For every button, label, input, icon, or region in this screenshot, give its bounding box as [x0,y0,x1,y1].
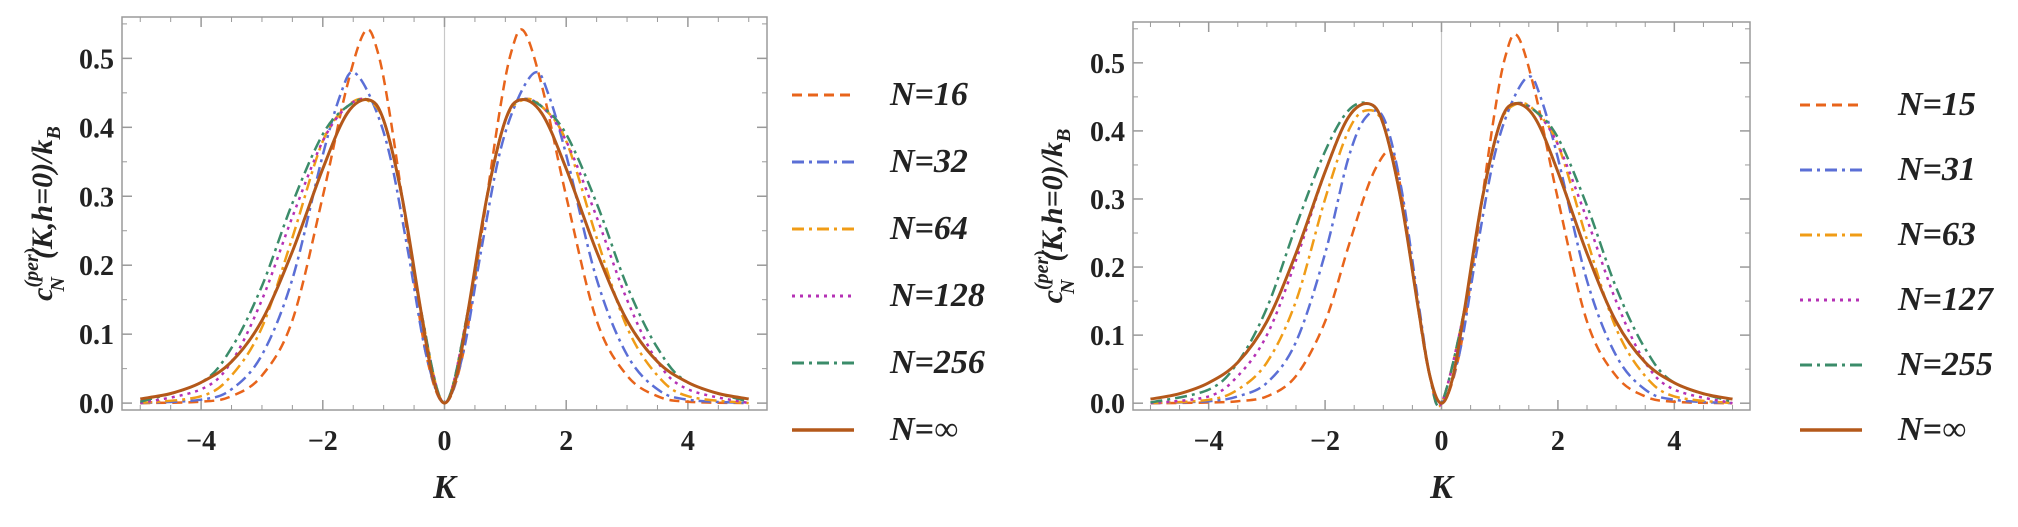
legend-label: N=63 [1897,216,1976,253]
y-label-base: c [26,288,59,301]
x-tick-label: −4 [1194,426,1224,457]
legend-label: N=15 [1897,86,1976,123]
x-axis-label: K [1429,469,1455,506]
legend-label: N=64 [889,210,968,247]
legend-label: N=32 [889,143,968,180]
series-line-4 [140,97,749,405]
series-line-6 [140,98,749,405]
legend-label: N=128 [889,277,985,314]
x-tick-label: 4 [681,426,695,457]
legend-label: N=255 [1897,346,1993,383]
x-axis-label: K [432,469,458,506]
x-tick-label: −2 [1310,426,1340,457]
y-label-rest: (K,h=0)/k [1036,142,1069,262]
chart-panel-1: −4 −2 0 2 4 0.0 0.1 0.2 0.3 0.4 0.5 Kc(per) N (K,h=0)… [21,16,985,506]
legend-label: N=∞ [889,411,958,448]
chart-panel-2: −4 −2 0 2 4 0.0 0.1 0.2 0.3 0.4 0.5 Kc(per) N (K,h=0)… [1031,21,1995,506]
x-tick-label: −2 [308,426,338,457]
x-tick-label: 0 [1435,426,1449,457]
y-tick-label: 0.5 [1090,49,1125,80]
y-label-rest-sub: B [1053,129,1075,143]
y-tick-label: 0.2 [79,251,114,282]
y-tick-label: 0.3 [79,182,114,213]
x-tick-label: 0 [438,426,452,457]
x-tick-label: 4 [1667,426,1681,457]
x-tick-label: −4 [186,426,216,457]
y-tick-label: 0.4 [79,113,114,144]
legend-label: N=127 [1897,281,1995,318]
y-tick-label: 0.2 [1090,253,1125,284]
y-tick-label: 0.1 [1090,321,1125,352]
y-tick-label: 0.0 [79,389,114,420]
y-label-rest: (K,h=0)/k [26,139,59,259]
x-tick-label: 2 [1551,426,1565,457]
legend-label: N=31 [1897,151,1976,188]
legend-label: N=∞ [1897,411,1966,448]
y-label-sup: (per) [21,248,43,288]
x-tick-label: 2 [559,426,573,457]
y-label-sub: N [47,276,69,293]
series-line-1 [140,28,749,405]
y-tick-label: 0.4 [1090,117,1125,148]
series-line-5 [1150,101,1733,408]
y-tick-label: 0.3 [1090,185,1125,216]
legend-label: N=16 [889,76,968,113]
y-label-sup: (per) [1031,250,1053,290]
legend-label: N=256 [889,344,985,381]
y-tick-label: 0.0 [1090,389,1125,420]
series-line-6 [1150,101,1733,405]
series-line-2 [140,70,749,405]
series-line-5 [139,97,750,405]
y-label-base: c [1036,290,1069,303]
y-tick-label: 0.1 [79,320,114,351]
y-axis-label: c(per) N (K,h=0)/kB [21,126,69,301]
y-axis-label: c(per) N (K,h=0)/kB [1031,129,1079,304]
y-label-rest-sub: B [43,126,65,140]
y-label-sub: N [1057,278,1079,295]
y-tick-label: 0.5 [79,44,114,75]
